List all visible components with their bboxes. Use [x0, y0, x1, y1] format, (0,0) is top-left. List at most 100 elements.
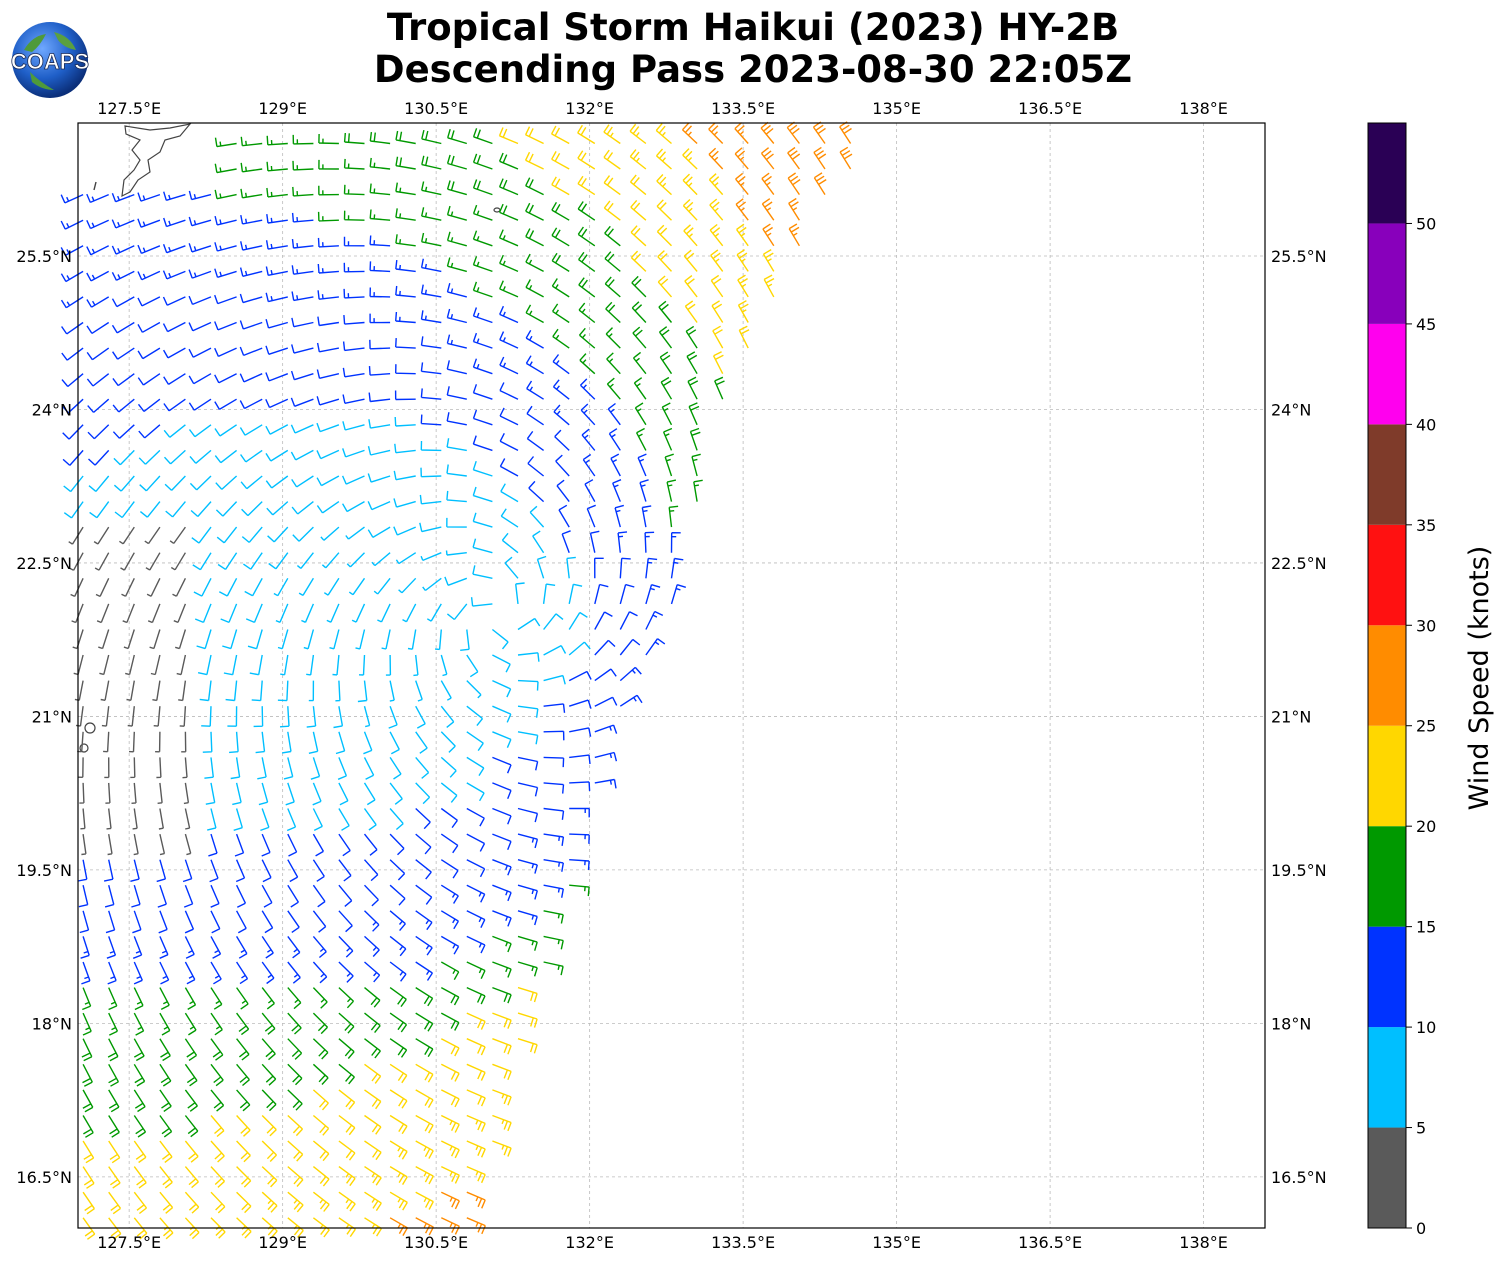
wind-barb	[580, 403, 596, 426]
wind-barb	[240, 449, 263, 463]
wind-barb	[552, 303, 570, 324]
wind-barb	[440, 833, 459, 854]
wind-barb	[420, 440, 442, 452]
wind-barb	[709, 223, 724, 247]
wind-barb	[683, 224, 698, 247]
wind-barb	[393, 526, 416, 536]
wind-barb	[517, 731, 539, 745]
wind-barb	[239, 373, 263, 383]
wind-barb	[737, 300, 749, 323]
wind-barb	[670, 584, 687, 605]
wind-barb	[551, 252, 570, 272]
wind-barb	[261, 1115, 277, 1137]
wind-barb	[363, 782, 376, 806]
wind-barb	[169, 526, 186, 544]
wind-barb	[119, 526, 135, 545]
wind-barb	[655, 148, 672, 170]
wind-barb	[236, 1038, 250, 1061]
graticule	[78, 123, 1265, 1228]
wind-barb	[569, 754, 591, 765]
wind-barb	[251, 680, 263, 702]
wind-barb	[558, 504, 570, 528]
colorbar-segment	[1368, 926, 1406, 1028]
wind-barb	[569, 884, 590, 897]
wind-barb	[351, 603, 366, 623]
wind-barb	[107, 833, 113, 856]
wind-barb	[189, 475, 212, 491]
colorbar-segment	[1368, 223, 1406, 324]
wind-barb	[364, 1191, 382, 1211]
wind-barb	[133, 1115, 147, 1138]
wind-barb	[472, 128, 493, 145]
wind-barb	[343, 132, 365, 145]
wind-barb	[788, 197, 800, 221]
wind-barb	[301, 603, 315, 623]
wind-barb	[594, 668, 617, 682]
wind-barb	[466, 935, 486, 954]
wind-barb	[139, 501, 161, 518]
wind-barb	[466, 1217, 486, 1235]
wind-barb	[133, 1038, 145, 1062]
wind-barb	[316, 449, 340, 460]
wind-barb	[589, 530, 600, 553]
wind-barb	[389, 1038, 408, 1058]
wind-barb	[137, 347, 161, 360]
colorbar-tick-label: 50	[1416, 214, 1436, 233]
wind-barb	[369, 235, 391, 247]
wind-barb	[682, 148, 698, 170]
wind-barb	[525, 329, 544, 349]
wind-barb	[420, 310, 442, 324]
wind-barb	[261, 884, 273, 908]
wind-barb	[312, 1012, 328, 1035]
wind-barb	[220, 603, 238, 624]
wind-barb	[287, 1089, 303, 1111]
wind-barb	[389, 757, 402, 780]
wind-barb	[266, 135, 288, 146]
wind-barb	[577, 226, 596, 247]
wind-barb	[395, 156, 416, 170]
wind-barb	[569, 807, 590, 818]
wind-barb	[440, 1114, 460, 1133]
wind-barb	[287, 910, 300, 933]
wind-barb	[316, 475, 340, 487]
wind-barb	[236, 1191, 252, 1214]
wind-barb	[517, 1038, 538, 1054]
wind-barb	[283, 757, 294, 780]
wind-barb	[159, 1166, 173, 1189]
wind-barb	[415, 1089, 434, 1108]
wind-barb	[389, 680, 395, 702]
wind-barb	[204, 757, 214, 779]
wind-barb	[310, 757, 321, 780]
wind-barb	[498, 178, 519, 196]
wind-barb	[312, 961, 328, 984]
wind-barb	[543, 833, 565, 847]
wind-barb	[312, 1191, 330, 1212]
wind-barb	[236, 1140, 251, 1163]
wind-barb	[543, 884, 564, 898]
wind-barb	[130, 859, 140, 882]
wind-barb	[82, 1166, 95, 1189]
wind-barb	[214, 189, 237, 200]
wind-barb	[395, 311, 416, 324]
wind-barb	[147, 603, 161, 624]
wind-barb	[472, 565, 493, 579]
wind-barb	[291, 265, 314, 275]
wind-barb	[184, 961, 196, 985]
wind-barb	[265, 449, 289, 462]
wind-barb	[472, 512, 493, 528]
wind-barb	[260, 808, 270, 832]
wind-barb	[111, 219, 135, 229]
wind-barb	[658, 300, 673, 323]
wind-barb	[338, 782, 349, 806]
wind-barb	[525, 228, 544, 247]
wind-barb	[577, 124, 596, 145]
wind-barb	[760, 147, 775, 170]
wind-barb	[630, 250, 647, 272]
wind-barb	[813, 172, 827, 195]
colorbar-segment	[1368, 625, 1406, 726]
wind-barb	[693, 479, 703, 502]
wind-barb	[316, 422, 340, 433]
wind-barb	[196, 629, 212, 650]
wind-barb	[159, 833, 166, 856]
wind-barb	[543, 910, 564, 924]
